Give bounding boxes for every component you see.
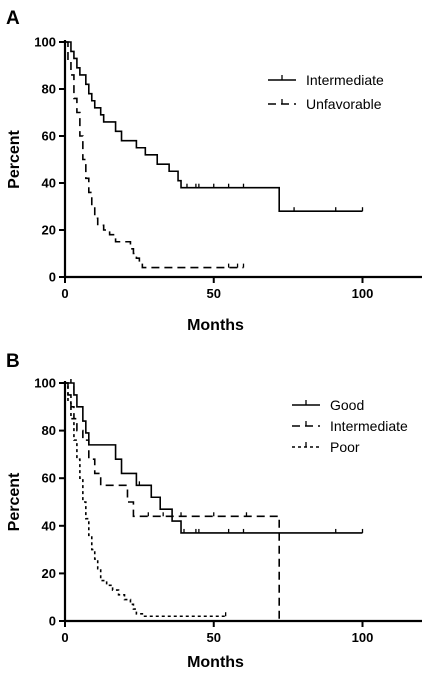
panel-b-y-tick-label: 80 [42,423,56,438]
panel-a-series-intermediate-line [65,41,363,212]
panel-a-y-tick-label: 60 [42,129,56,144]
panel-b-series-good-line [65,382,363,534]
panel-b-legend-label-good: Good [330,397,364,413]
panel-a-y-tick-label: 40 [42,176,56,191]
panel-b-y-tick-label: 40 [42,518,56,533]
panel-b-letter: B [6,351,20,372]
panel-a-y-tick-label: 20 [42,223,56,238]
panel-b-series-intermediate-line [65,382,280,621]
panel-a-letter: A [6,8,20,29]
panel-b-legend-label-intermediate: Intermediate [330,418,408,434]
panel-b-x-tick-label: 50 [207,630,221,645]
panel-a: A 0 20 40 60 80 100 0 50 100 Months Percent Interme… [6,8,422,334]
panel-a-y-tick-label: 100 [34,35,56,50]
panel-b-y-axis-title: Percent [6,472,23,531]
panel-b: B 0 20 40 60 80 100 0 50 100 Months Percent Good Int… [6,351,422,671]
panel-a-legend-label-unfavorable: Unfavorable [306,96,382,112]
panel-a-x-tick-label: 100 [352,286,374,301]
panel-b-legend-label-poor: Poor [330,439,360,455]
panel-b-y-tick-label: 0 [49,614,56,629]
panel-a-y-axis-title: Percent [6,129,23,188]
panel-a-series-unfavorable-line [65,41,244,269]
panel-b-y-tick-label: 60 [42,471,56,486]
panel-b-x-tick-label: 100 [352,630,374,645]
panel-b-series-poor-line [65,382,226,618]
panel-b-y-tick-label: 20 [42,566,56,581]
panel-a-x-tick-label: 50 [207,286,221,301]
panel-a-y-tick-label: 0 [49,270,56,285]
panel-a-x-tick-label: 0 [61,286,68,301]
panel-b-y-tick-label: 100 [34,376,56,391]
panel-b-x-axis-title: Months [187,654,244,671]
panel-a-x-axis-title: Months [187,317,244,334]
panel-b-x-tick-label: 0 [61,630,68,645]
panel-a-y-tick-label: 80 [42,82,56,97]
panel-a-legend-label-intermediate: Intermediate [306,72,384,88]
